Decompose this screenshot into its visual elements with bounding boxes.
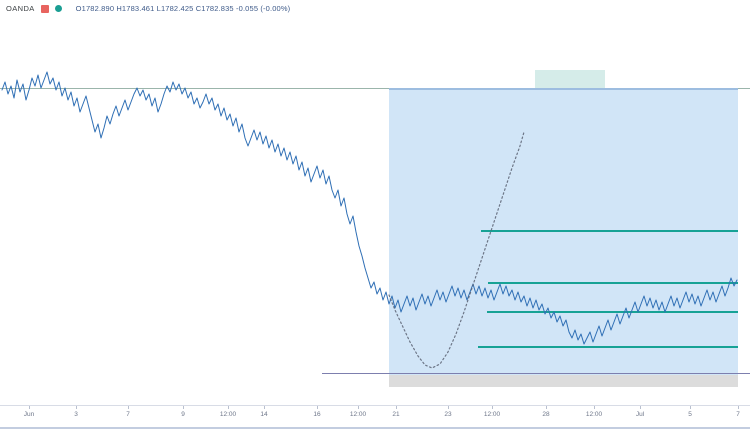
level-line-resistance-2[interactable] [488, 282, 738, 284]
x-axis-tick-label: 23 [444, 411, 452, 418]
x-axis-tick-label: Jul [635, 411, 645, 418]
baseline-level-line [0, 88, 750, 89]
x-axis-tick-label: 21 [392, 411, 400, 418]
forecast-zone-top-edge [389, 88, 738, 90]
forecast-parabola-path [388, 131, 525, 369]
support-trendline[interactable] [322, 373, 750, 375]
x-axis-tick [738, 406, 739, 409]
x-axis-tick-label: 12:00 [349, 411, 367, 418]
target-zone-box [535, 70, 605, 88]
x-axis-tick-label: 12:00 [585, 411, 603, 418]
x-axis-tick [317, 406, 318, 409]
x-axis[interactable]: Jun 3 7 9 12:00 14 16 12:00 21 23 12:00 28 12:00 Jul 5… [0, 405, 750, 430]
x-axis-tick-label: 12:00 [219, 411, 237, 418]
chart-header-bar: OANDA O1782.890 H1783.461 L1782.425 C178… [0, 0, 750, 21]
x-axis-tick-label: 16 [313, 411, 321, 418]
x-axis-tick [396, 406, 397, 409]
chart-vector-layer [1, 71, 738, 369]
x-axis-tick-label: 12:00 [483, 411, 501, 418]
x-axis-tick [448, 406, 449, 409]
x-axis-tick-label: 7 [736, 411, 740, 418]
red-square-icon[interactable] [40, 4, 49, 13]
stop-loss-zone-box [389, 375, 738, 387]
x-axis-tick-label: 3 [74, 411, 78, 418]
x-axis-top-border [0, 405, 750, 406]
teal-circle-icon[interactable] [54, 5, 62, 12]
chart-header-row: OANDA O1782.890 H1783.461 L1782.425 C178… [6, 4, 290, 13]
x-axis-tick [128, 406, 129, 409]
x-axis-tick [183, 406, 184, 409]
broker-label: OANDA [6, 4, 35, 13]
x-axis-tick-label: 9 [181, 411, 185, 418]
x-axis-tick-label: 28 [542, 411, 550, 418]
x-axis-tick [640, 406, 641, 409]
x-axis-tick [492, 406, 493, 409]
level-line-pivot[interactable] [487, 311, 738, 313]
x-axis-tick [29, 406, 30, 409]
price-line-path [1, 71, 738, 345]
x-axis-tick-label: 14 [260, 411, 268, 418]
x-axis-bottom-border [0, 427, 750, 429]
x-axis-tick [546, 406, 547, 409]
x-axis-tick [228, 406, 229, 409]
x-axis-tick [76, 406, 77, 409]
x-axis-tick [594, 406, 595, 409]
x-axis-tick-label: 5 [688, 411, 692, 418]
x-axis-tick [690, 406, 691, 409]
x-axis-tick-label: Jun [23, 411, 35, 418]
chart-plot-area[interactable] [0, 20, 750, 405]
level-line-support-1[interactable] [478, 346, 738, 348]
x-axis-tick-label: 7 [126, 411, 130, 418]
ohlc-quote-text: O1782.890 H1783.461 L1782.425 C1782.835 … [75, 4, 291, 13]
level-line-resistance-1[interactable] [481, 230, 738, 232]
x-axis-tick [358, 406, 359, 409]
x-axis-tick [264, 406, 265, 409]
